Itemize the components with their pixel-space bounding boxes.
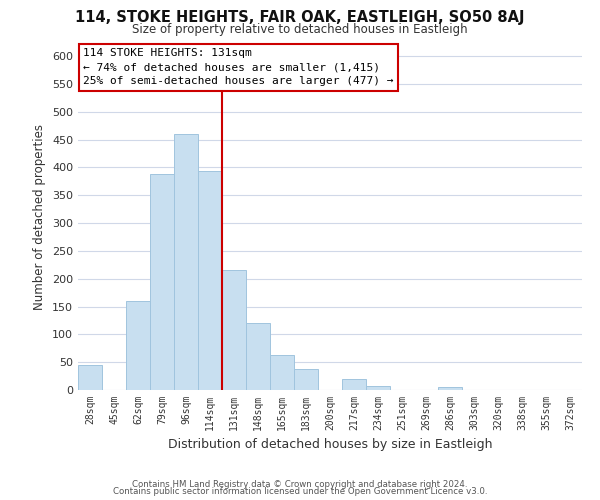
Bar — [174, 134, 198, 390]
Bar — [126, 301, 150, 390]
Y-axis label: Number of detached properties: Number of detached properties — [34, 124, 46, 310]
Bar — [222, 270, 246, 390]
Bar — [294, 370, 318, 390]
Bar — [270, 355, 294, 390]
Bar — [246, 323, 270, 390]
Text: 114, STOKE HEIGHTS, FAIR OAK, EASTLEIGH, SO50 8AJ: 114, STOKE HEIGHTS, FAIR OAK, EASTLEIGH,… — [75, 10, 525, 25]
Bar — [198, 172, 222, 390]
Text: Contains public sector information licensed under the Open Government Licence v3: Contains public sector information licen… — [113, 487, 487, 496]
Text: Contains HM Land Registry data © Crown copyright and database right 2024.: Contains HM Land Registry data © Crown c… — [132, 480, 468, 489]
X-axis label: Distribution of detached houses by size in Eastleigh: Distribution of detached houses by size … — [168, 438, 492, 452]
Bar — [366, 386, 390, 390]
Bar — [438, 387, 462, 390]
Bar — [150, 174, 174, 390]
Text: 114 STOKE HEIGHTS: 131sqm
← 74% of detached houses are smaller (1,415)
25% of se: 114 STOKE HEIGHTS: 131sqm ← 74% of detac… — [83, 48, 394, 86]
Bar — [78, 365, 102, 390]
Bar — [342, 379, 366, 390]
Text: Size of property relative to detached houses in Eastleigh: Size of property relative to detached ho… — [132, 22, 468, 36]
